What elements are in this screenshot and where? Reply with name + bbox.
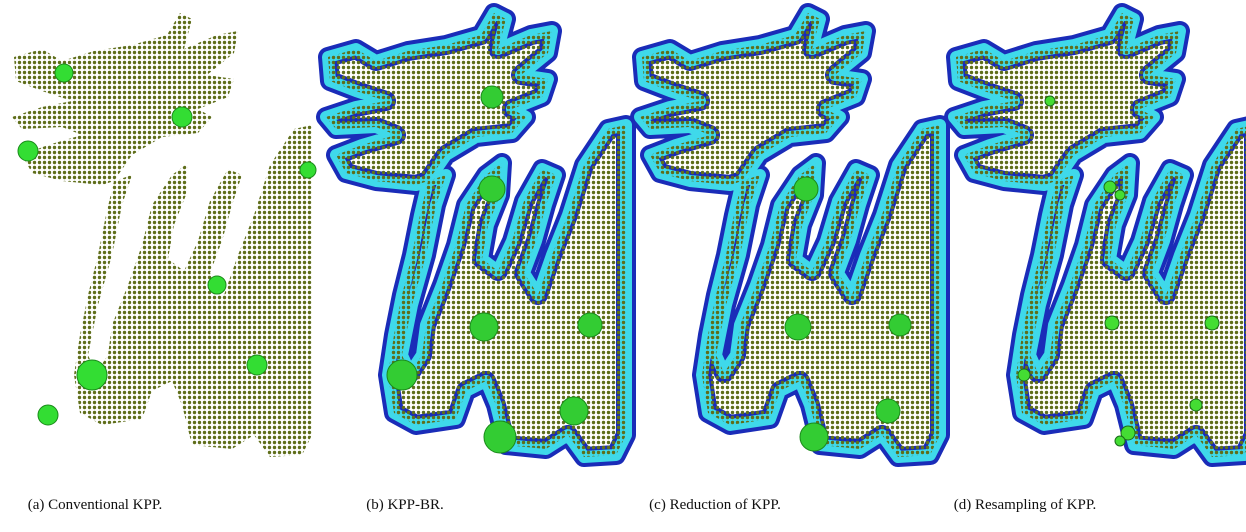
- panel-b-image: [326, 13, 626, 457]
- caption: (d) Resampling of KPP.: [954, 497, 1097, 513]
- caption: (c) Reduction of KPP.: [649, 497, 781, 513]
- caption: (b) KPP-BR.: [366, 497, 444, 513]
- panel-d-image: [954, 13, 1246, 457]
- panel-a-image: [12, 13, 316, 457]
- figure: (a) Conventional KPP. (b) KPP-BR. (c) Re…: [0, 0, 1246, 532]
- caption: (a) Conventional KPP.: [28, 497, 163, 513]
- page: (a) Conventional KPP. (b) KPP-BR. (c) Re…: [0, 0, 1246, 532]
- panel-c-image: [640, 13, 940, 457]
